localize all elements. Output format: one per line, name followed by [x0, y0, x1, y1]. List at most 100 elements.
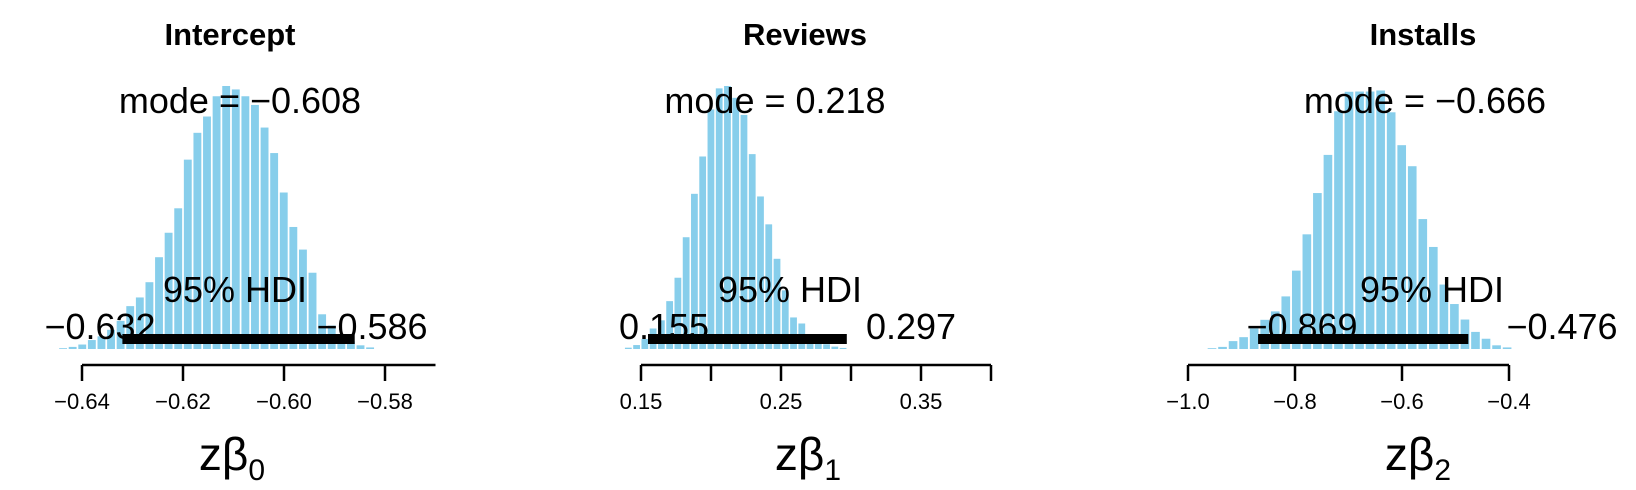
- histogram-bar: [251, 104, 259, 349]
- histogram-bar: [1429, 246, 1438, 349]
- x-axis-reviews: 0.15 0.25 0.35: [620, 363, 993, 414]
- histogram-bar: [1492, 345, 1501, 349]
- tick-label: −0.62: [155, 389, 211, 414]
- histogram-bar: [174, 208, 183, 349]
- histogram-bar: [707, 109, 715, 349]
- histogram-bar: [823, 344, 830, 349]
- histogram-bar: [155, 257, 163, 349]
- histogram-bar: [1386, 112, 1396, 349]
- histogram-bar: [1397, 145, 1407, 349]
- histogram-bar: [1502, 347, 1512, 349]
- histogram-bar: [1407, 166, 1417, 349]
- histogram-bar: [732, 97, 740, 350]
- mode-label: mode = 0.218: [664, 80, 885, 121]
- histogram-bar: [1355, 91, 1364, 349]
- x-axis-label: zβ0: [199, 428, 265, 487]
- histogram-bar: [831, 346, 839, 349]
- histogram-bar: [318, 314, 327, 349]
- histogram-bar: [1270, 311, 1280, 349]
- histogram-bar: [107, 329, 115, 349]
- hdi-lower-label: −0.632: [44, 306, 155, 347]
- hdi-label: 95% HDI: [718, 269, 862, 310]
- histogram-bar: [1218, 346, 1227, 349]
- hdi-bar-reviews: [648, 334, 847, 344]
- tick-label: −0.64: [54, 389, 110, 414]
- tick-label: 0.15: [620, 389, 663, 414]
- histogram-bar: [1291, 270, 1301, 349]
- hdi-bar-intercept: [122, 334, 355, 344]
- histogram-bar: [145, 282, 154, 349]
- histogram-bar: [1207, 348, 1217, 349]
- histogram-bar: [757, 196, 764, 349]
- hdi-lower-label: 0.155: [619, 306, 709, 347]
- histogram-bar: [299, 249, 307, 349]
- histogram-bar: [59, 348, 67, 349]
- histogram-bar: [748, 154, 756, 349]
- histogram-bar: [740, 114, 748, 350]
- panel-intercept: Intercept mode = −0.608 95% HDI −0.632 −…: [44, 17, 436, 487]
- histogram-bar: [1228, 341, 1238, 349]
- mode-label: mode = −0.666: [1304, 80, 1546, 121]
- hdi-label: 95% HDI: [163, 269, 307, 310]
- x-axis-label: zβ1: [775, 428, 841, 487]
- histogram-bar: [116, 320, 125, 349]
- histogram-bar: [366, 347, 375, 349]
- histogram-bar: [68, 346, 77, 349]
- histogram-bar: [724, 86, 731, 349]
- histogram-bar: [1302, 234, 1312, 349]
- hdi-label: 95% HDI: [1360, 269, 1504, 310]
- histogram-bar: [666, 301, 674, 349]
- tick-label: −1.0: [1166, 389, 1209, 414]
- histogram-bar: [1471, 331, 1480, 349]
- x-axis-installs: −1.0 −0.8 −0.6 −0.4: [1166, 363, 1531, 414]
- histogram-bar: [260, 127, 269, 349]
- histogram-bar: [183, 159, 192, 349]
- histogram-bar: [164, 232, 173, 349]
- histogram-bar: [765, 224, 773, 349]
- histogram-bar: [1418, 219, 1428, 349]
- histogram-bar: [1249, 328, 1259, 349]
- tick-label: −0.4: [1487, 389, 1530, 414]
- histogram-bar: [78, 344, 87, 349]
- tick-label: 0.25: [760, 389, 803, 414]
- histogram-bar: [1281, 296, 1291, 349]
- histogram-bar: [691, 193, 698, 349]
- panel-title: Intercept: [165, 17, 296, 52]
- histogram-bar: [674, 277, 682, 349]
- histogram-bar: [1323, 154, 1333, 349]
- hdi-lower-label: −0.869: [1246, 306, 1357, 347]
- histogram-bar: [241, 96, 250, 349]
- histogram-bar: [1439, 284, 1449, 349]
- histogram-bar: [1481, 338, 1491, 349]
- tick-label: −0.6: [1380, 389, 1423, 414]
- histogram-bar: [633, 345, 640, 349]
- histogram-bar: [87, 340, 96, 349]
- panel-title: Installs: [1370, 17, 1477, 52]
- histogram-bar: [270, 153, 279, 349]
- histogram-bar: [1365, 91, 1375, 349]
- histogram-bar: [773, 258, 781, 349]
- histogram-bar: [781, 290, 789, 349]
- hdi-upper-label: −0.476: [1506, 306, 1617, 347]
- hdi-bar-installs: [1258, 334, 1469, 344]
- mode-label: mode = −0.608: [119, 80, 361, 121]
- histogram-bar: [308, 272, 317, 349]
- x-axis-intercept: −0.64 −0.62 −0.60 −0.58: [54, 363, 436, 414]
- histogram-bar: [126, 306, 135, 349]
- tick-label: −0.58: [357, 389, 413, 414]
- histogram-bar: [135, 297, 144, 349]
- histogram-bar: [1450, 304, 1459, 349]
- hdi-upper-label: −0.586: [316, 306, 427, 347]
- tick-label: −0.8: [1273, 389, 1316, 414]
- histogram-bar: [1344, 91, 1354, 349]
- histogram-bar: [641, 339, 649, 349]
- histogram-bar: [814, 339, 822, 349]
- hdi-upper-label: 0.297: [866, 306, 956, 347]
- tick-label: 0.35: [900, 389, 943, 414]
- histogram-bar: [1239, 337, 1248, 349]
- tick-label: −0.60: [256, 389, 312, 414]
- panel-reviews: Reviews mode = 0.218 95% HDI 0.155 0.297…: [619, 17, 993, 487]
- histogram-bar: [790, 317, 797, 349]
- x-axis-label: zβ2: [1385, 428, 1451, 487]
